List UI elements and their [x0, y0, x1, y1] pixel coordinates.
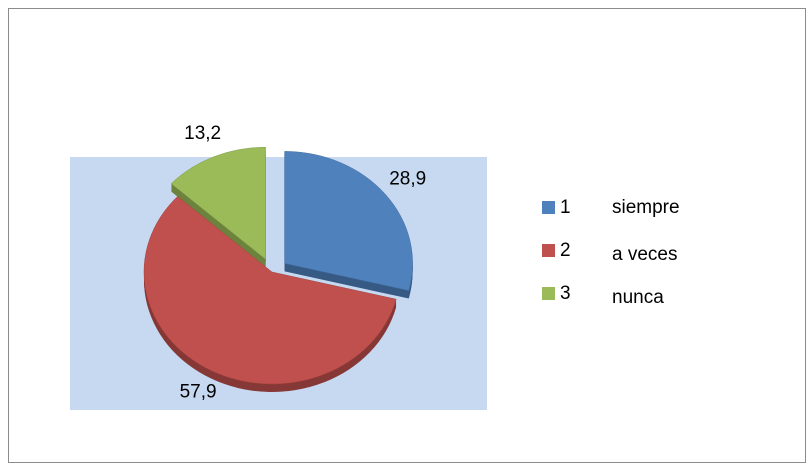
- legend-note: nunca: [612, 287, 664, 308]
- legend-note: a veces: [612, 244, 677, 265]
- legend-swatch: [542, 201, 555, 214]
- data-label: 28,9: [389, 168, 426, 189]
- legend-swatch: [542, 244, 555, 257]
- pie-slice: [170, 146, 266, 260]
- legend-label: 3: [560, 283, 571, 304]
- legend-swatch: [542, 287, 555, 300]
- legend-label: 2: [560, 240, 571, 261]
- data-label: 57,9: [180, 381, 217, 402]
- legend-note: siempre: [612, 197, 680, 218]
- data-label: 13,2: [184, 123, 221, 144]
- pie-slice: [284, 151, 413, 291]
- legend-label: 1: [560, 197, 571, 218]
- pie-slice: [143, 196, 397, 385]
